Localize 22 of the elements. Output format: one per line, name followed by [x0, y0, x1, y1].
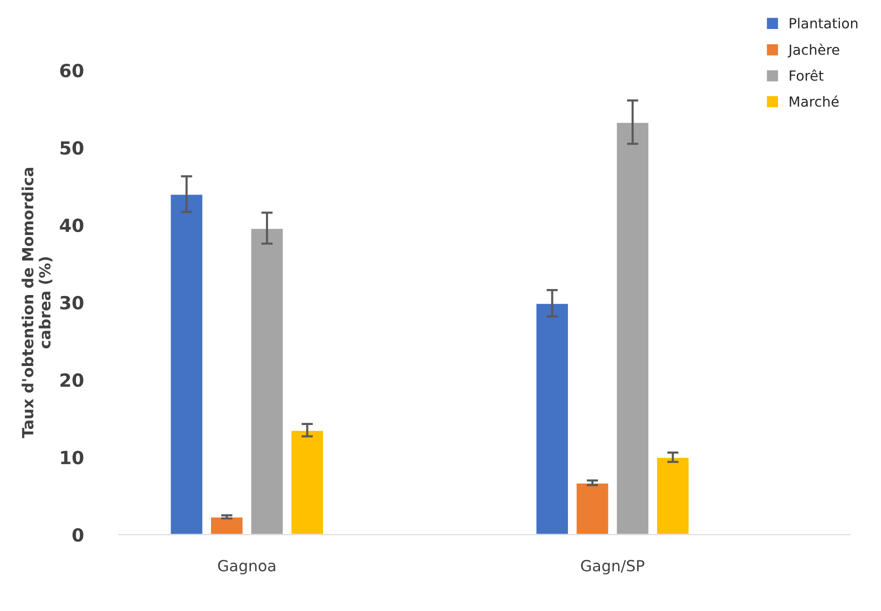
bar — [575, 482, 610, 535]
y-tick-label: 40 — [60, 218, 84, 232]
y-tick-label: 60 — [60, 64, 84, 78]
y-tick-label: 50 — [60, 141, 84, 155]
bar — [169, 193, 204, 535]
bar — [250, 227, 284, 535]
x-tick-label: Gagnoa — [218, 560, 276, 574]
legend-label: Plantation — [790, 18, 858, 29]
legend-label: Jachère — [788, 44, 840, 58]
bar — [615, 121, 650, 535]
y-axis-title: Taux d'obtention de Momordica cabrea (%) — [22, 168, 52, 438]
y-tick-label: 0 — [72, 528, 84, 542]
x-tick-label: Gagn/SP — [581, 560, 644, 574]
y-tick-label: 20 — [60, 373, 84, 387]
bar — [290, 429, 324, 535]
bar — [535, 302, 570, 535]
bar — [210, 516, 244, 535]
bar — [656, 456, 690, 535]
y-tick-label: 30 — [60, 296, 84, 310]
y-tick-label: 10 — [61, 450, 84, 464]
legend-label: Marché — [790, 95, 839, 107]
legend-label: Forêt — [790, 70, 824, 81]
